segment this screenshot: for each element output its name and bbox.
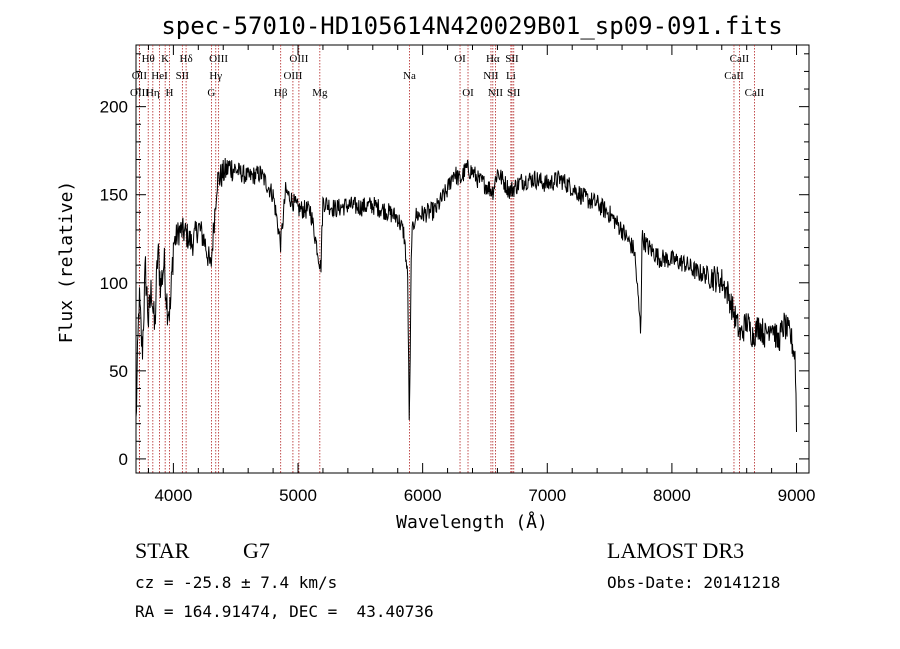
line-label: Hγ (209, 70, 222, 82)
line-label: OIII (289, 53, 308, 65)
line-label: SII (505, 53, 519, 65)
x-tick-label: 5000 (279, 486, 317, 505)
line-label: H (166, 87, 174, 99)
x-tick-label: 7000 (528, 486, 566, 505)
line-label: SII (176, 70, 190, 82)
line-label: K (161, 53, 169, 65)
plot-frame (135, 44, 810, 474)
y-tick-label: 200 (100, 98, 128, 117)
line-label: Mg (312, 87, 328, 99)
y-axis-label: Flux (relative) (56, 181, 77, 344)
line-label: Hα (486, 53, 500, 65)
line-label: SII (507, 87, 521, 99)
line-label: OII (132, 70, 148, 82)
line-label: CaII (730, 53, 750, 65)
line-label: OIII (209, 53, 228, 65)
survey-name: LAMOST DR3 (607, 538, 745, 563)
x-tick-label: 8000 (653, 486, 691, 505)
line-label: CaII (745, 87, 765, 99)
line-label: HeI (151, 70, 168, 82)
line-label: Li (506, 70, 516, 82)
star-subclass: G7 (243, 538, 270, 563)
star-class: STAR (135, 538, 190, 563)
line-label: OI (454, 53, 466, 65)
chart-title: spec-57010-HD105614N420029B01_sp09-091.f… (161, 12, 782, 40)
y-tick-label: 150 (100, 186, 128, 205)
coordinates: RA = 164.91474, DEC = 43.40736 (135, 602, 434, 621)
line-label: Hη (146, 87, 160, 99)
spectrum-line (135, 157, 797, 433)
x-tick-label: 6000 (404, 486, 442, 505)
axis-ticks: 4000 5000 6000 7000 8000 9000 0 50 100 150 200 (100, 45, 816, 505)
y-tick-label: 50 (109, 362, 128, 381)
line-label: NII (483, 70, 499, 82)
y-tick-label: 0 (119, 450, 128, 469)
line-label: Hβ (274, 87, 288, 99)
observation-date: Obs-Date: 20141218 (607, 573, 781, 592)
line-label: G (207, 87, 215, 99)
line-label: OI (462, 87, 474, 99)
line-label: NII (488, 87, 504, 99)
line-label: Hθ (142, 53, 155, 65)
y-tick-label: 100 (100, 274, 128, 293)
redshift-value: cz = -25.8 ± 7.4 km/s (135, 573, 338, 592)
line-label: CaII (724, 70, 744, 82)
line-label: Hδ (180, 53, 193, 65)
x-axis-label: Wavelength (Å) (396, 511, 548, 533)
line-label: Na (403, 70, 416, 82)
x-tick-label: 9000 (778, 486, 816, 505)
x-tick-label: 4000 (154, 486, 192, 505)
line-label: OIII (283, 70, 302, 82)
line-label: OIII (130, 87, 149, 99)
